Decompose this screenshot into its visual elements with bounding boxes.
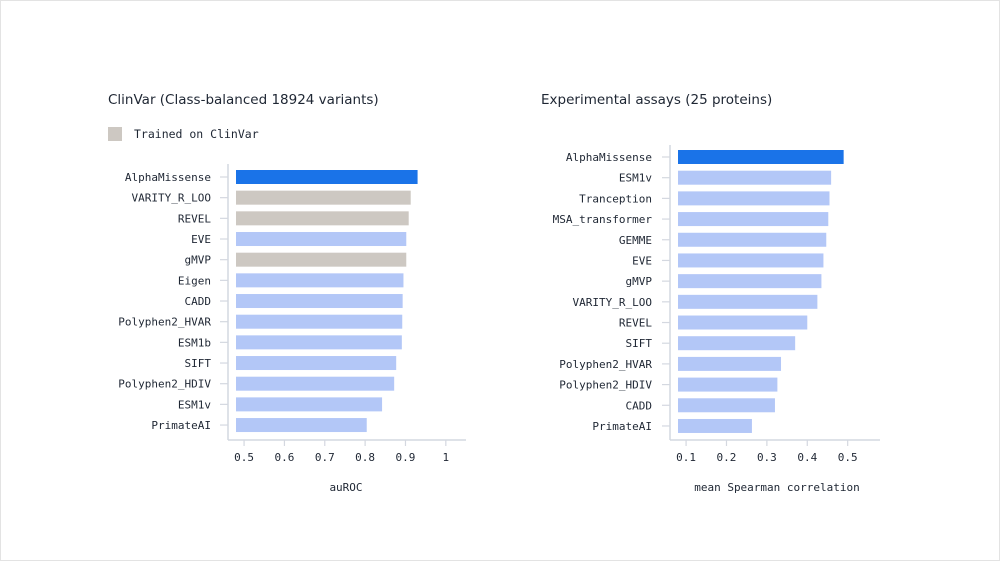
y-tick-label: AlphaMissense (125, 171, 211, 184)
y-tick-label: PrimateAI (592, 420, 652, 433)
bar (678, 398, 775, 413)
x-tick-label: 0.1 (676, 451, 696, 464)
x-axis-label: auROC (329, 481, 362, 494)
y-tick-label: PrimateAI (151, 419, 211, 432)
legend-label: Trained on ClinVar (134, 127, 259, 141)
bar (678, 274, 822, 289)
bar (236, 170, 418, 184)
y-tick-label: Polyphen2_HDIV (118, 378, 211, 391)
x-axis-label: mean Spearman correlation (694, 481, 860, 494)
bar (236, 418, 367, 433)
bar (678, 294, 818, 309)
y-tick-label: EVE (191, 233, 211, 246)
bar (678, 315, 808, 330)
bar (236, 232, 407, 247)
legend: Trained on ClinVar (108, 127, 259, 141)
y-tick-label: REVEL (178, 212, 211, 225)
y-tick-label: EVE (632, 254, 652, 267)
y-tick-label: SIFT (185, 357, 212, 370)
x-tick-label: 0.5 (838, 451, 858, 464)
x-tick-label: 0.9 (396, 451, 416, 464)
bar (236, 356, 397, 371)
y-tick-label: MSA_transformer (553, 213, 653, 226)
y-tick-label: VARITY_R_LOO (573, 296, 652, 309)
bar (678, 191, 830, 206)
bar (678, 356, 782, 371)
bar (236, 335, 402, 350)
bar (678, 418, 752, 433)
bar (678, 212, 829, 227)
bar (236, 190, 411, 205)
bar (236, 376, 395, 391)
y-tick-label: VARITY_R_LOO (132, 192, 211, 205)
y-tick-label: ESM1v (619, 172, 652, 185)
x-tick-label: 1 (443, 451, 450, 464)
y-tick-label: AlphaMissense (566, 151, 652, 164)
y-tick-label: Polyphen2_HVAR (559, 358, 652, 371)
y-tick-label: ESM1b (178, 336, 211, 349)
bar (236, 314, 403, 329)
bar (236, 211, 409, 226)
x-tick-label: 0.3 (757, 451, 777, 464)
y-tick-label: gMVP (185, 254, 212, 267)
x-tick-label: 0.5 (234, 451, 254, 464)
chart-title-clinvar: ClinVar (Class-balanced 18924 variants) (108, 92, 379, 108)
y-tick-label: CADD (626, 399, 653, 412)
y-tick-label: Tranception (579, 192, 652, 205)
y-tick-label: Eigen (178, 274, 211, 287)
bar (236, 294, 403, 309)
y-tick-label: Polyphen2_HDIV (559, 379, 652, 392)
y-tick-label: CADD (185, 295, 212, 308)
bar (678, 253, 824, 268)
bar (678, 336, 796, 351)
chart-title-assays: Experimental assays (25 proteins) (541, 92, 773, 108)
legend-swatch-trained (108, 127, 122, 141)
x-tick-label: 0.7 (315, 451, 335, 464)
y-tick-label: REVEL (619, 317, 652, 330)
bar (236, 273, 404, 288)
x-tick-label: 0.8 (355, 451, 375, 464)
y-tick-label: GEMME (619, 234, 652, 247)
bar (678, 170, 832, 185)
bar (678, 150, 844, 164)
bar (236, 252, 407, 267)
bar (678, 232, 827, 247)
x-tick-label: 0.6 (274, 451, 294, 464)
y-tick-label: SIFT (626, 337, 653, 350)
y-tick-label: Polyphen2_HVAR (118, 316, 211, 329)
x-tick-label: 0.4 (797, 451, 817, 464)
y-tick-label: gMVP (626, 275, 653, 288)
bar (236, 397, 383, 412)
bar (678, 377, 778, 392)
x-tick-label: 0.2 (717, 451, 737, 464)
y-tick-label: ESM1v (178, 398, 211, 411)
